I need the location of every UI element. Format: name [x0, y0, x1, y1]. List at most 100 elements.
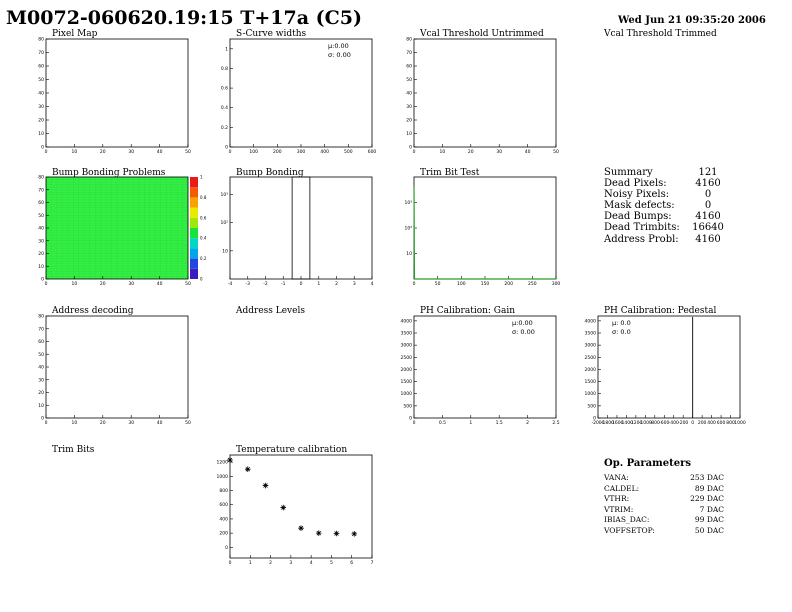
y-tick-label: 4000: [585, 318, 597, 324]
y-tick-label: 1200: [217, 460, 229, 466]
summary-row: Dead Pixels: 4160: [604, 178, 744, 189]
plot-frame: [413, 315, 557, 419]
y-tick-label: 60: [406, 64, 412, 70]
x-tick-label: -1: [281, 281, 286, 287]
panel-title-ph-gain: PH Calibration: Gain: [420, 306, 516, 316]
stat-label: σ: 0.00: [512, 328, 535, 336]
panel-title-ph-pedestal: PH Calibration: Pedestal: [604, 306, 717, 316]
x-tick-label: 200: [273, 149, 282, 155]
x-tick-label: 300: [552, 281, 561, 287]
y-tick-label: 20: [38, 390, 44, 396]
y-tick-label: 80: [38, 175, 44, 181]
y-tick-label: 10³: [404, 200, 412, 206]
y-tick-label: 2500: [585, 355, 597, 361]
summary-value: 0: [704, 200, 712, 212]
op-param-row: VOFFSETOP: 50 DAC: [604, 526, 744, 537]
color-scale-label: 0.2: [200, 256, 207, 261]
x-tick-label: 600: [368, 149, 377, 155]
x-tick-label: 50: [553, 149, 559, 155]
x-tick-label: 6: [350, 560, 353, 566]
stat-label: σ: 0.0: [612, 328, 631, 336]
y-tick-label: 10: [406, 131, 412, 137]
color-scale-label: 0: [200, 277, 203, 282]
scatter-point: [227, 457, 233, 463]
y-tick-label: 3000: [585, 343, 597, 349]
x-tick-label: 50: [185, 281, 191, 287]
panel-title-vcal-untrimmed: Vcal Threshold Untrimmed: [420, 29, 544, 39]
x-tick-label: 50: [185, 149, 191, 155]
x-tick-label: 300: [297, 149, 306, 155]
x-tick-label: 0: [300, 281, 303, 287]
color-scale-band: [190, 238, 198, 249]
summary-label: Address Probl:: [604, 233, 679, 245]
panel-title-bump-problems: Bump Bonding Problems: [52, 168, 166, 178]
x-tick-label: 3: [289, 560, 292, 566]
x-tick-label: -1200: [629, 420, 642, 426]
y-tick-label: 80: [38, 314, 44, 320]
y-tick-label: 10: [406, 251, 412, 257]
y-tick-label: 1000: [585, 391, 597, 397]
x-tick-label: 200: [698, 420, 707, 426]
x-tick-label: 20: [100, 149, 106, 155]
y-tick-label: 3000: [401, 343, 413, 349]
color-scale-band: [190, 268, 198, 279]
color-scale-band: [190, 207, 198, 218]
x-tick-label: 30: [128, 281, 134, 287]
y-tick-label: 10: [38, 403, 44, 409]
summary-label: Noisy Pixels:: [604, 189, 670, 201]
y-tick-label: 70: [406, 50, 412, 56]
y-tick-label: 10: [38, 131, 44, 137]
color-scale-band: [190, 187, 198, 198]
summary-row: Dead Trimbits: 16640: [604, 222, 744, 233]
x-tick-label: 0: [229, 149, 232, 155]
x-tick-label: 2: [526, 420, 529, 426]
color-scale-band: [190, 228, 198, 239]
summary-label: Dead Bumps:: [604, 211, 672, 223]
y-tick-label: 0: [225, 545, 228, 551]
x-tick-label: -200: [678, 420, 688, 426]
y-tick-label: 60: [38, 64, 44, 70]
x-tick-label: 0.5: [439, 420, 446, 426]
x-tick-label: 0: [413, 281, 416, 287]
summary-value: 4160: [695, 211, 721, 223]
panel-title-address-levels: Address Levels: [236, 306, 305, 316]
page-title: M0072-060620.19:15 T+17a (C5): [6, 7, 362, 29]
x-tick-label: 0: [413, 420, 416, 426]
x-tick-label: 600: [717, 420, 726, 426]
op-param-label: IBIAS_DAC:: [604, 515, 650, 525]
y-tick-label: 80: [38, 37, 44, 43]
x-tick-label: 200: [504, 281, 513, 287]
y-tick-label: 800: [219, 488, 228, 494]
y-tick-label: 200: [219, 531, 228, 537]
op-param-row: IBIAS_DAC: 99 DAC: [604, 515, 744, 526]
x-tick-label: 4: [310, 560, 313, 566]
y-tick-label: 3500: [585, 331, 597, 337]
x-tick-label: 40: [157, 420, 163, 426]
y-tick-label: 30: [38, 377, 44, 383]
x-tick-label: 4: [371, 281, 374, 287]
scatter-point: [333, 530, 340, 537]
plot-frame: [229, 176, 373, 280]
stat-label: μ:0.00: [328, 42, 349, 50]
summary-value: 4160: [695, 178, 721, 190]
x-tick-label: 40: [157, 149, 163, 155]
x-tick-label: 100: [457, 281, 466, 287]
plot-frame: [45, 315, 189, 419]
x-tick-label: 20: [100, 281, 106, 287]
x-tick-label: 1: [469, 420, 472, 426]
x-tick-label: 250: [528, 281, 537, 287]
plot-frame: [45, 38, 189, 148]
y-tick-label: 0: [225, 145, 228, 151]
panel-title-temperature: Temperature calibration: [236, 445, 348, 455]
summary-label: Mask defects:: [604, 200, 675, 212]
x-tick-label: -800: [650, 420, 660, 426]
x-tick-label: -1400: [620, 420, 633, 426]
histogram-bar: [291, 176, 311, 280]
op-param-row: VTHR: 229 DAC: [604, 494, 744, 505]
plot-frame: [413, 176, 557, 280]
x-tick-label: 1: [317, 281, 320, 287]
x-tick-label: 40: [157, 281, 163, 287]
scatter-point: [351, 531, 358, 537]
summary-title-value: 121: [698, 167, 718, 178]
y-tick-label: 0.2: [221, 125, 228, 131]
